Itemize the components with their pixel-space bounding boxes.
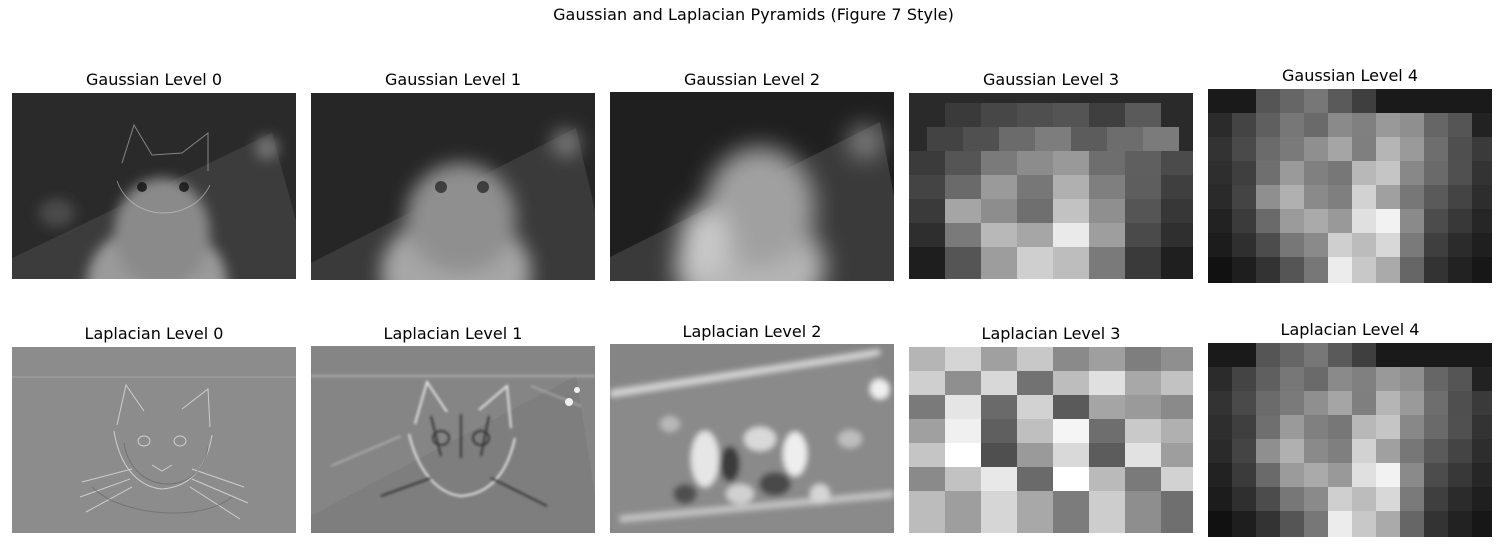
gaussian-level-1-title: Gaussian Level 1 xyxy=(385,70,521,89)
laplacian-level-2-title: Laplacian Level 2 xyxy=(682,322,822,341)
gaussian-level-0-image xyxy=(12,93,296,279)
laplacian-level-3-title: Laplacian Level 3 xyxy=(981,324,1121,343)
laplacian-level-3-image xyxy=(909,347,1193,533)
laplacian-level-4-title: Laplacian Level 4 xyxy=(1280,320,1420,339)
laplacian-level-1-image xyxy=(311,346,595,533)
gaussian-level-3-title: Gaussian Level 3 xyxy=(983,70,1119,89)
laplacian-level-4-image xyxy=(1208,343,1492,537)
laplacian-level-0-title: Laplacian Level 0 xyxy=(84,324,224,343)
laplacian-level-2-image xyxy=(610,344,894,533)
gaussian-level-4-image xyxy=(1208,89,1492,283)
gaussian-level-2-title: Gaussian Level 2 xyxy=(684,70,820,89)
laplacian-level-1-title: Laplacian Level 1 xyxy=(383,324,523,343)
gaussian-level-3-image xyxy=(909,93,1193,279)
figure-suptitle: Gaussian and Laplacian Pyramids (Figure … xyxy=(553,5,954,24)
gaussian-level-0-title: Gaussian Level 0 xyxy=(86,70,222,89)
laplacian-level-0-image xyxy=(12,347,296,533)
gaussian-level-1-image xyxy=(311,93,595,280)
gaussian-level-4-title: Gaussian Level 4 xyxy=(1282,66,1418,85)
gaussian-level-2-image xyxy=(610,92,894,281)
